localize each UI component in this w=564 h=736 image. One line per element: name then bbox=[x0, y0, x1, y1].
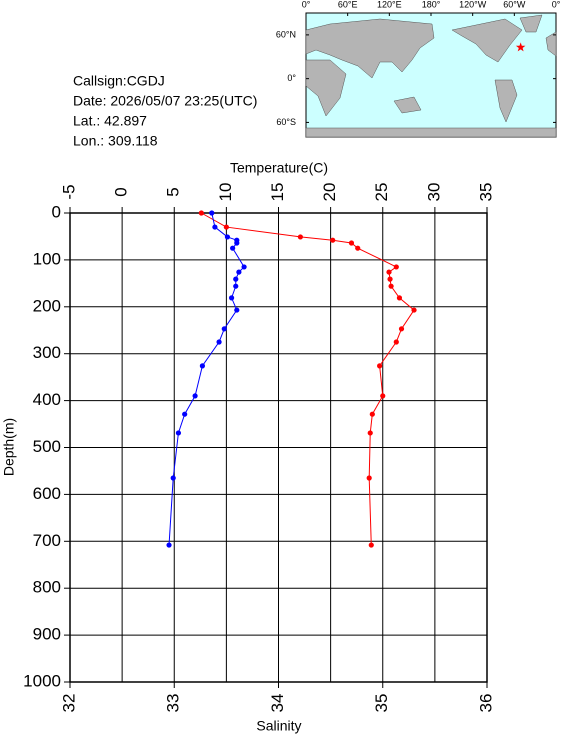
y-tick-label: 900 bbox=[33, 625, 61, 644]
x2-tick-label: 32 bbox=[59, 694, 78, 713]
profile-point bbox=[393, 339, 399, 345]
profile-point bbox=[241, 264, 247, 270]
x2-axis-title: Salinity bbox=[256, 718, 301, 734]
callsign: Callsign:CGDJ bbox=[73, 73, 165, 89]
profile-point bbox=[224, 234, 231, 240]
profile-point bbox=[175, 430, 182, 436]
y-tick-label: 800 bbox=[33, 578, 61, 597]
x2-tick-label: 33 bbox=[164, 694, 183, 713]
map-land bbox=[305, 14, 557, 138]
x-tick-label: 20 bbox=[320, 183, 339, 202]
profile-line bbox=[201, 212, 415, 546]
station-marker bbox=[515, 42, 526, 52]
profile-point bbox=[223, 224, 229, 230]
latitude: Lat.: 42.897 bbox=[73, 113, 147, 129]
profile-point bbox=[398, 326, 405, 332]
map-lon-label: 60°E bbox=[338, 0, 358, 9]
profile-point bbox=[297, 234, 303, 240]
profile-point bbox=[182, 411, 188, 417]
y-tick-label: 200 bbox=[33, 296, 61, 315]
x2-tick-label: 36 bbox=[476, 694, 495, 713]
x-tick-label: 30 bbox=[424, 183, 443, 202]
profile-point bbox=[233, 283, 239, 289]
profile-point bbox=[212, 224, 218, 230]
profile-point bbox=[367, 430, 373, 436]
profile-point bbox=[236, 269, 242, 275]
y-tick-label: 100 bbox=[33, 249, 61, 268]
longitude: Lon.: 309.118 bbox=[73, 133, 158, 149]
profile-point bbox=[386, 269, 392, 275]
profile-point bbox=[199, 363, 205, 369]
x-tick-label: 35 bbox=[476, 183, 495, 202]
x-axis-title: Temperature(C) bbox=[230, 160, 328, 176]
profile-point bbox=[228, 295, 235, 301]
map-lon-label: 60°W bbox=[503, 0, 526, 9]
y-tick-label: 700 bbox=[33, 531, 61, 550]
profile-line bbox=[168, 212, 245, 546]
x-tick-label: 0 bbox=[112, 187, 131, 196]
x-tick-label: 15 bbox=[268, 183, 287, 202]
x-tick-label: 25 bbox=[372, 183, 391, 202]
profile-point bbox=[393, 264, 399, 270]
map-lon-label: 120°E bbox=[377, 0, 402, 9]
map-lat-label: 60°S bbox=[276, 117, 296, 127]
map-lon-label: 180° bbox=[422, 0, 441, 9]
profile-point bbox=[369, 411, 375, 417]
profile-point bbox=[396, 295, 403, 301]
map-lon-label: 0° bbox=[552, 0, 561, 9]
map-lon-label: 120°W bbox=[459, 0, 487, 9]
profile-point bbox=[377, 363, 383, 369]
profile-point bbox=[216, 339, 222, 345]
x-tick-label: -5 bbox=[59, 184, 78, 199]
profile-point bbox=[380, 393, 386, 399]
profile-point bbox=[209, 210, 215, 216]
map-lon-label: 0° bbox=[302, 0, 311, 9]
profile-point bbox=[388, 283, 394, 289]
profile-point bbox=[230, 245, 236, 251]
x2-tick-label: 35 bbox=[372, 694, 391, 713]
profile-point bbox=[234, 307, 240, 313]
x-tick-label: 5 bbox=[164, 187, 183, 196]
y-tick-label: 500 bbox=[33, 437, 61, 456]
profile-point bbox=[166, 542, 172, 548]
y-tick-label: 400 bbox=[33, 390, 61, 409]
profile-point bbox=[348, 240, 355, 246]
date: Date: 2026/05/07 23:25(UTC) bbox=[73, 93, 257, 109]
y-tick-label: 0 bbox=[52, 202, 61, 221]
profile-point bbox=[233, 276, 239, 282]
x2-tick-label: 34 bbox=[268, 694, 287, 713]
profile-point bbox=[411, 307, 417, 313]
y-tick-label: 600 bbox=[33, 484, 61, 503]
profile-point bbox=[330, 237, 336, 243]
y-tick-label: 1000 bbox=[23, 671, 61, 690]
profile-point bbox=[170, 475, 176, 481]
profile-point bbox=[366, 475, 372, 481]
profile-point bbox=[355, 245, 361, 251]
profile-point bbox=[234, 240, 240, 246]
map-lat-label: 0° bbox=[287, 73, 296, 83]
profile-point bbox=[368, 542, 374, 548]
profile-point bbox=[387, 276, 393, 282]
profile-point bbox=[198, 210, 204, 216]
y-axis-title: Depth(m) bbox=[1, 418, 17, 476]
map-lat-label: 60°N bbox=[276, 29, 296, 39]
profile-point bbox=[221, 326, 227, 332]
y-tick-label: 300 bbox=[33, 343, 61, 362]
x-tick-label: 10 bbox=[216, 183, 235, 202]
profile-point bbox=[192, 393, 198, 399]
